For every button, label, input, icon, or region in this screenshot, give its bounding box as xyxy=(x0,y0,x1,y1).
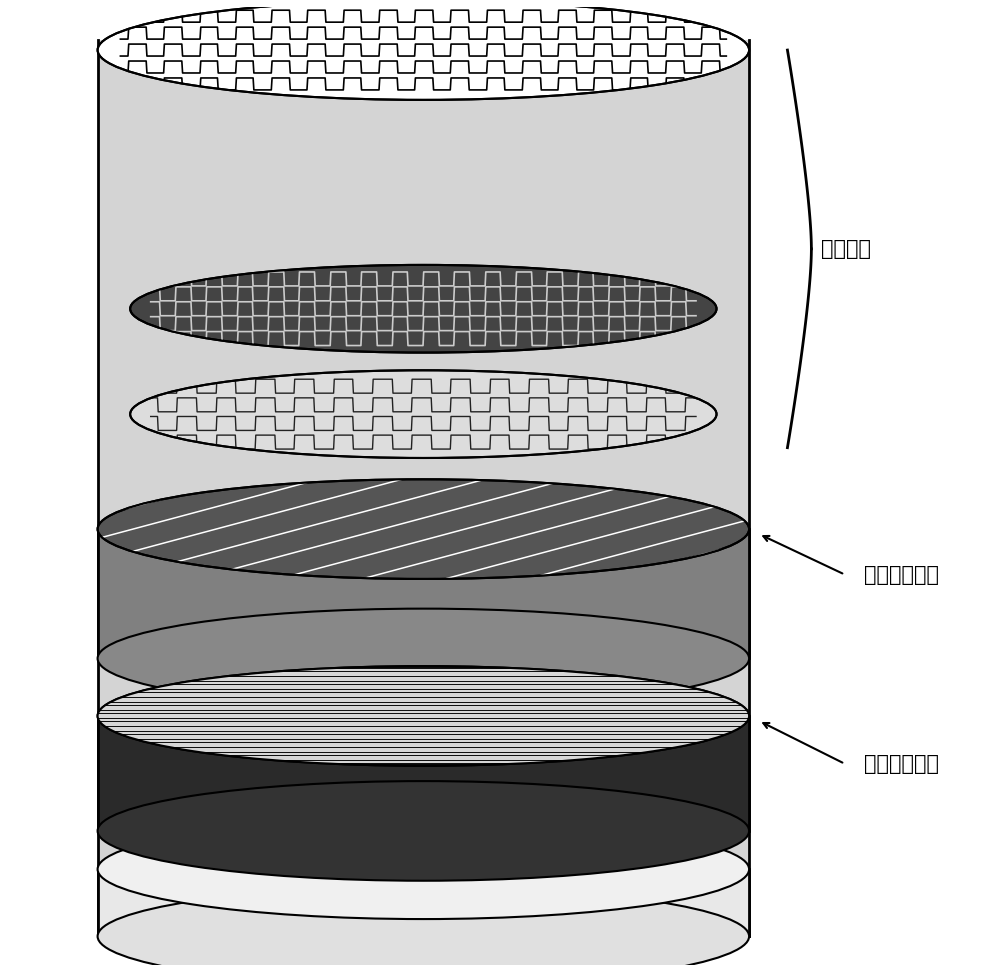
Polygon shape xyxy=(98,529,749,658)
Text: 圆极化层: 圆极化层 xyxy=(821,239,871,259)
Polygon shape xyxy=(98,869,749,936)
Polygon shape xyxy=(98,41,749,936)
Ellipse shape xyxy=(130,370,717,458)
Ellipse shape xyxy=(98,819,749,920)
Polygon shape xyxy=(98,716,749,831)
Ellipse shape xyxy=(98,0,749,100)
Ellipse shape xyxy=(98,666,749,766)
Ellipse shape xyxy=(98,886,749,972)
Ellipse shape xyxy=(130,265,717,353)
Ellipse shape xyxy=(98,479,749,579)
Ellipse shape xyxy=(98,666,749,766)
Text: 第二线极化层: 第二线极化层 xyxy=(864,754,939,774)
Ellipse shape xyxy=(98,781,749,881)
Ellipse shape xyxy=(98,608,749,709)
Text: 第一线极化层: 第一线极化层 xyxy=(864,565,939,584)
Ellipse shape xyxy=(98,479,749,579)
